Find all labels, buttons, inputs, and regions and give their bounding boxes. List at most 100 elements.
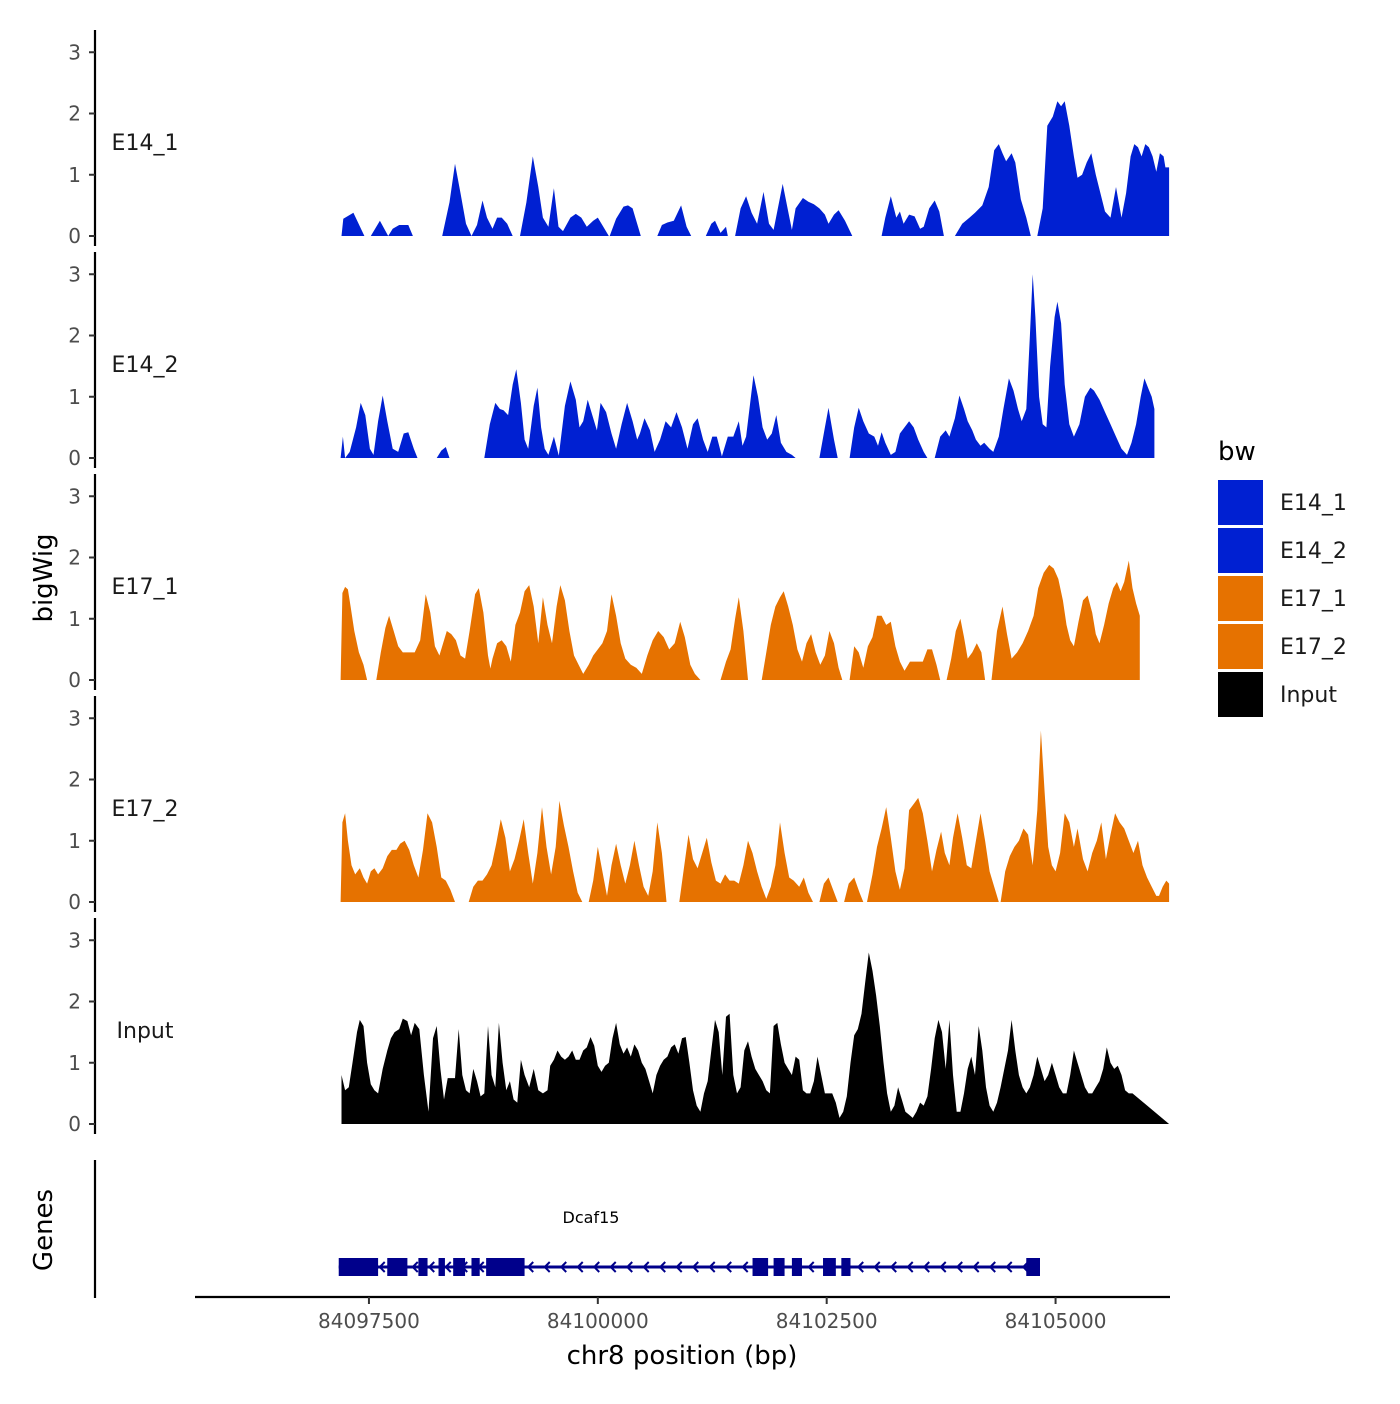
y-tick-label: 3 [68,262,81,286]
legend-label: E17_2 [1280,635,1347,660]
strand-arrow [625,1261,633,1273]
x-tick-label: 84102500 [776,1309,878,1333]
x-axis-title: chr8 position (bp) [567,1341,798,1371]
y-tick-label: 2 [68,768,81,792]
strand-arrow [427,1261,435,1273]
y-tick-label: 1 [68,829,81,853]
track-e17-1: 0 1 2 3 E17_1 [68,474,1140,692]
gene-dcaf15: Dcaf15 [338,1208,1040,1276]
strand-arrow [939,1261,947,1273]
strand-arrow [856,1261,864,1273]
gene-exon [438,1258,445,1276]
gene-exon [773,1258,785,1276]
gene-exon [823,1258,836,1276]
gene-exon [387,1258,408,1276]
strand-arrow [988,1261,996,1273]
signal-area-e14-2 [340,274,1155,458]
strand-arrow [411,1261,419,1273]
strand-arrow [708,1261,716,1273]
gene-exon [841,1258,851,1276]
track-e17-2: 0 1 2 3 E17_2 [68,696,1170,914]
strand-arrow [807,1261,815,1273]
y-tick-label: 3 [68,706,81,730]
gene-exon [1026,1258,1040,1276]
strand-arrow [642,1261,650,1273]
y-tick-label: 1 [68,607,81,631]
track-label: E17_1 [112,575,179,600]
strand-arrow [1005,1261,1013,1273]
strand-arrow [609,1261,617,1273]
gene-exon [752,1258,769,1276]
signal-area-e17-2 [340,730,1170,902]
legend-title: bw [1218,437,1256,467]
x-axis: 84097500 84100000 84102500 84105000 [195,1295,1170,1333]
strand-arrow [526,1261,534,1273]
y-tick-label: 3 [68,484,81,508]
gene-exon [791,1258,802,1276]
strand-arrow [922,1261,930,1273]
gene-exon [453,1258,466,1276]
genes-layer: Dcaf15 [93,1160,1040,1298]
strand-arrow [592,1261,600,1273]
strand-arrow [873,1261,881,1273]
y-tick-label: 1 [68,1051,81,1075]
y-tick-label: 0 [68,668,81,692]
strand-arrow [675,1261,683,1273]
strand-arrow [955,1261,963,1273]
genes-axis-title: Genes [29,1189,59,1271]
strand-arrow [724,1261,732,1273]
gene-exon [486,1258,525,1276]
x-tick-label: 84100000 [547,1309,649,1333]
strand-arrow [972,1261,980,1273]
y-tick-label: 0 [68,890,81,914]
legend-label: E17_1 [1280,587,1347,612]
track-e14-1: 0 1 2 3 E14_1 [68,30,1170,248]
x-tick-label: 84097500 [318,1309,420,1333]
tracks-layer: 0 1 2 3 E14_1 0 1 2 3 E14_2 0 1 2 3 E17_1 0 1 2 3 E17_2 0 1 2 3… [68,30,1170,1136]
strand-arrow [691,1261,699,1273]
track-label: Input [117,1019,174,1044]
legend-label: Input [1280,683,1337,708]
y-tick-label: 3 [68,40,81,64]
track-label: E14_1 [112,131,179,156]
y-tick-label: 3 [68,928,81,952]
legend-swatch-e17-1 [1218,576,1263,621]
legend-swatch-e14-1 [1218,480,1263,525]
y-tick-label: 0 [68,446,81,470]
signal-area-e14-1 [341,101,1170,236]
legend-swatch-input [1218,672,1263,717]
signal-area-e17-1 [340,560,1140,680]
strand-arrow [543,1261,551,1273]
y-tick-label: 2 [68,102,81,126]
strand-arrow [576,1261,584,1273]
y-tick-label: 1 [68,163,81,187]
legend-label: E14_2 [1280,539,1347,564]
gene-exon [418,1258,428,1276]
x-tick-label: 84105000 [1005,1309,1107,1333]
legend-swatch-e17-2 [1218,624,1263,669]
legend-label: E14_1 [1280,491,1347,516]
y-tick-label: 1 [68,385,81,409]
y-tick-label: 2 [68,546,81,570]
legend: bw E14_1 E14_2 E17_1 E17_2 Input [1218,437,1347,717]
track-e14-2: 0 1 2 3 E14_2 [68,252,1155,470]
strand-arrow [378,1261,386,1273]
y-tick-label: 0 [68,224,81,248]
gene-exon [471,1258,480,1276]
strand-arrow [906,1261,914,1273]
y-axis-title: bigWig [29,533,59,622]
strand-arrow [889,1261,897,1273]
track-label: E17_2 [112,797,179,822]
y-tick-label: 2 [68,324,81,348]
gene-name-label: Dcaf15 [563,1208,620,1227]
strand-arrow [444,1261,452,1273]
track-input: 0 1 2 3 Input [68,918,1170,1136]
gene-exon [338,1258,379,1276]
strand-arrow [658,1261,666,1273]
y-tick-label: 0 [68,1112,81,1136]
strand-arrow [559,1261,567,1273]
signal-area-input [341,952,1170,1124]
legend-swatch-e14-2 [1218,528,1263,573]
